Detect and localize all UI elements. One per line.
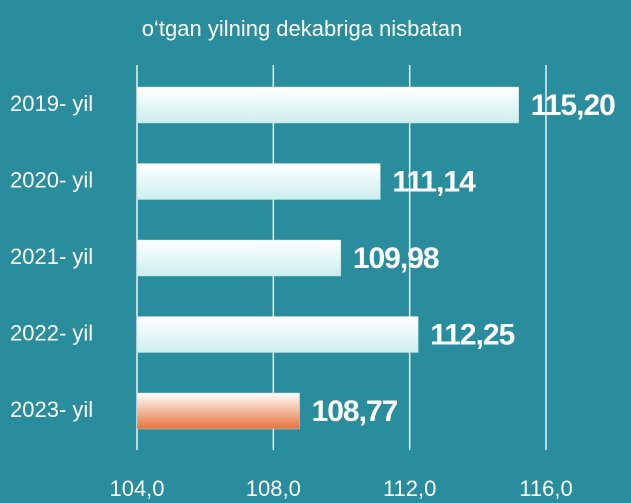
value-label: 112,25 [430, 318, 514, 351]
y-tick-label: 2021- yil [10, 244, 93, 269]
x-tick-label: 112,0 [383, 476, 436, 501]
value-label: 108,77 [312, 395, 398, 428]
y-tick-label: 2022- yil [10, 320, 93, 345]
bar [136, 392, 300, 430]
x-tick-label: 108,0 [246, 476, 301, 501]
bar [136, 163, 381, 200]
bar [136, 86, 519, 124]
value-label: 111,14 [392, 165, 476, 198]
y-tick-label: 2019- yil [10, 91, 93, 116]
x-tick-label: 104,0 [109, 476, 164, 501]
value-label: 109,98 [353, 242, 439, 275]
chart-title: o‘tgan yilning dekabriga nisbatan [142, 16, 462, 41]
y-tick-label: 2020- yil [10, 167, 93, 192]
value-label: 115,20 [531, 89, 615, 122]
bar [136, 239, 342, 277]
x-tick-label: 116,0 [519, 476, 572, 501]
y-tick-label: 2023- yil [10, 397, 93, 422]
bar [136, 316, 419, 353]
